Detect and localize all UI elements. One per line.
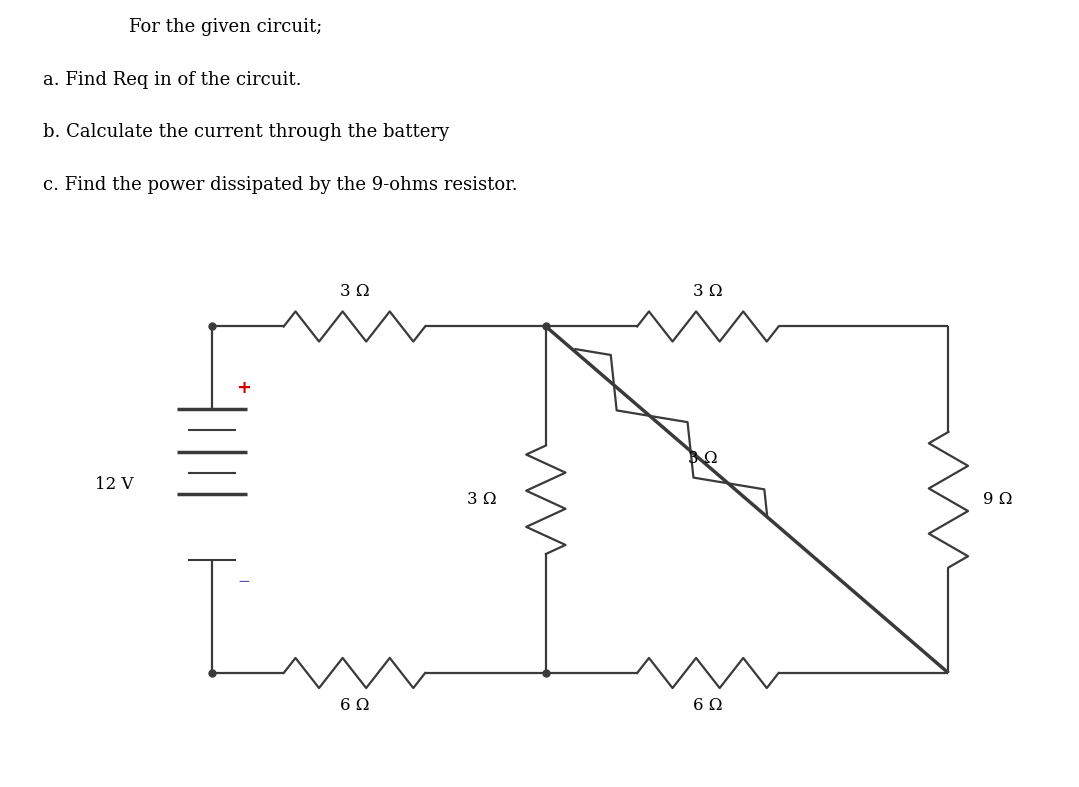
Text: 3 Ω: 3 Ω (693, 283, 723, 300)
Text: b. Calculate the current through the battery: b. Calculate the current through the bat… (43, 124, 449, 142)
Text: 3 Ω: 3 Ω (467, 491, 496, 508)
Text: 12 V: 12 V (95, 476, 133, 493)
Text: c. Find the power dissipated by the 9-ohms resistor.: c. Find the power dissipated by the 9-oh… (43, 176, 518, 194)
Text: For the given circuit;: For the given circuit; (129, 17, 323, 35)
Text: 9 Ω: 9 Ω (983, 491, 1012, 508)
Text: a. Find Req in of the circuit.: a. Find Req in of the circuit. (43, 71, 302, 88)
Text: 6 Ω: 6 Ω (693, 697, 723, 714)
Text: 6 Ω: 6 Ω (340, 697, 369, 714)
Text: +: + (236, 379, 251, 397)
Text: 3 Ω: 3 Ω (688, 450, 718, 467)
Text: 3 Ω: 3 Ω (340, 283, 369, 300)
Text: −: − (237, 574, 250, 589)
